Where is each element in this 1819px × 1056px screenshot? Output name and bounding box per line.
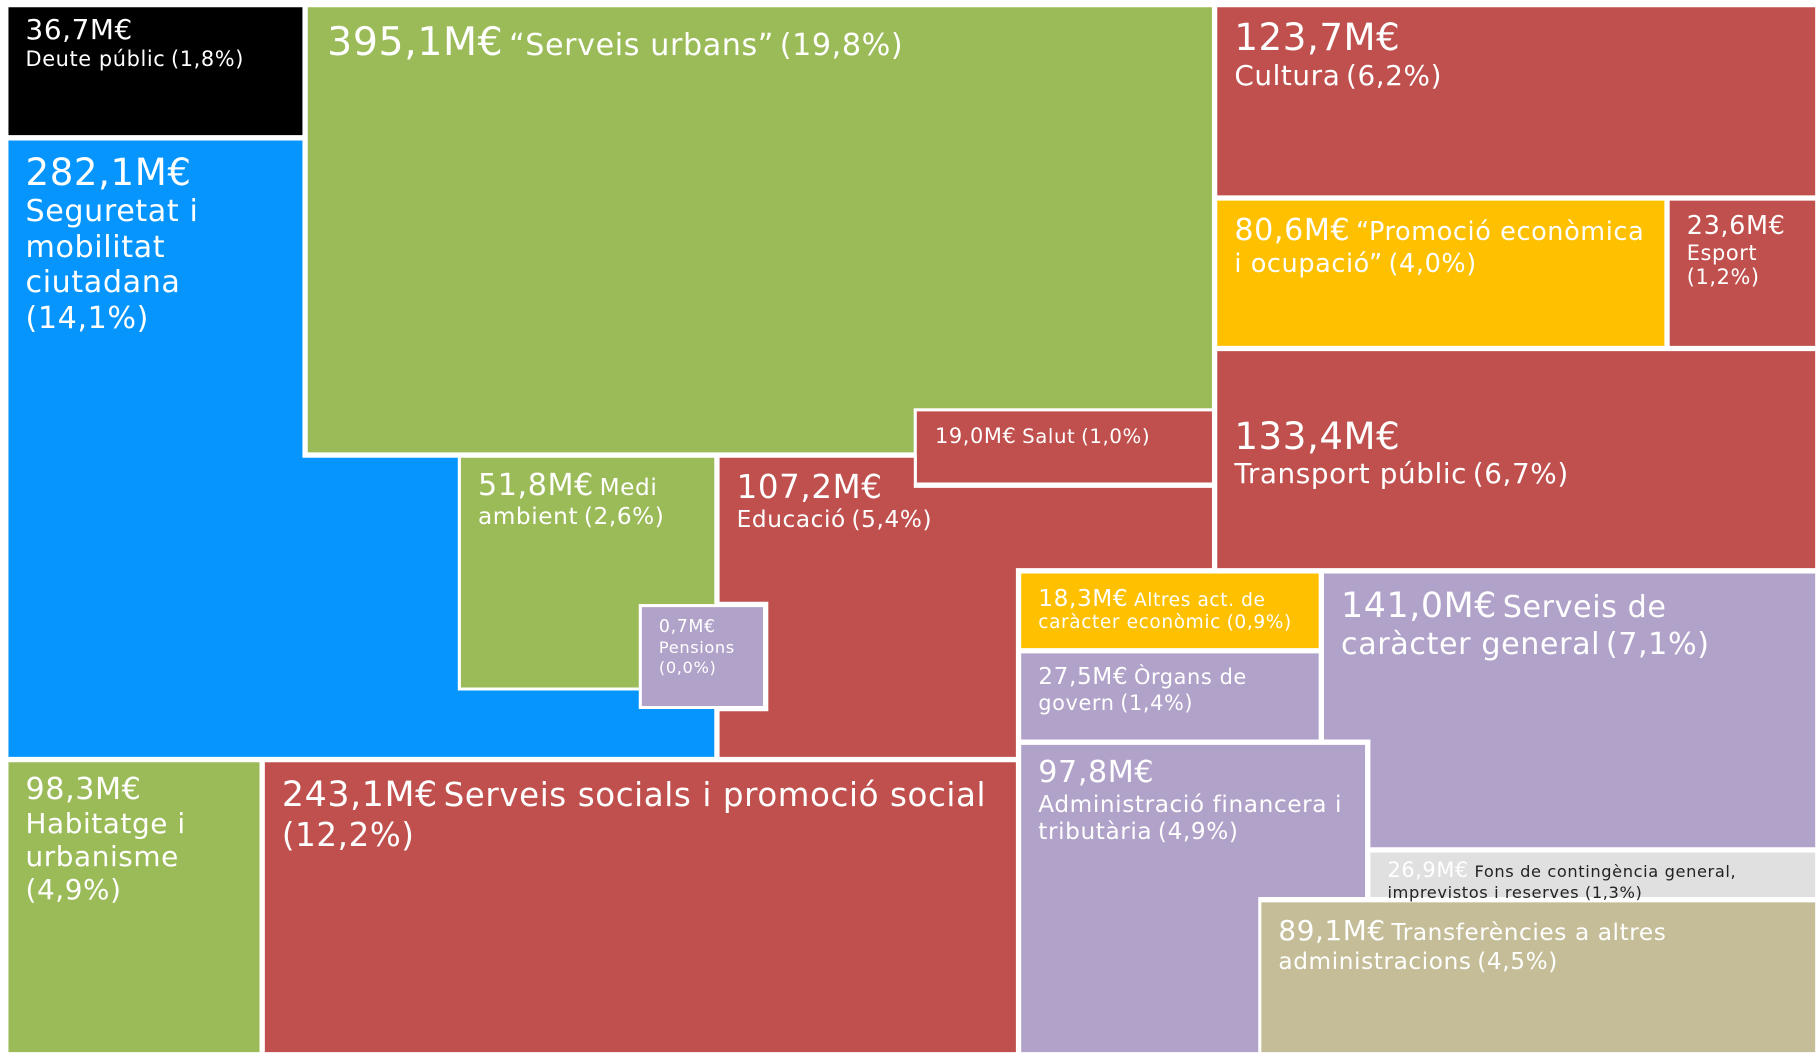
tile-label: 395,1M€ “Serveis urbans” (19,8%) bbox=[327, 19, 1162, 66]
value-label: 19,0M€ bbox=[935, 423, 1017, 448]
value-label: 141,0M€ bbox=[1341, 585, 1498, 626]
value-label: 27,5M€ bbox=[1038, 663, 1129, 691]
category-name: Altres act. de caràcter econòmic bbox=[1038, 589, 1266, 634]
category-name: Deute públic bbox=[25, 46, 166, 71]
share-label: (14,1%) bbox=[25, 301, 150, 337]
tile-label: 23,6M€ Esport (1,2%) bbox=[1687, 211, 1815, 290]
category-name: Salut bbox=[1022, 424, 1076, 448]
tile-label: 141,0M€ Serveis de caràcter general (7,1… bbox=[1341, 586, 1805, 663]
share-label: (0,0%) bbox=[658, 657, 717, 677]
share-label: (12,2%) bbox=[281, 815, 415, 854]
value-label: 282,1M€ bbox=[25, 150, 192, 194]
tile bbox=[1018, 741, 1369, 1056]
tile-label: 123,7M€ Cultura (6,2%) bbox=[1234, 16, 1791, 93]
tile-label: 27,5M€ Òrgans de govern (1,4%) bbox=[1038, 663, 1316, 715]
tile bbox=[1018, 570, 1322, 652]
tile bbox=[716, 454, 1215, 760]
tile-label: 51,8M€ Medi ambient (2,6%) bbox=[478, 468, 710, 531]
category-name: Esport bbox=[1686, 240, 1758, 265]
tile-label: 89,1M€ Transferències a altres administr… bbox=[1278, 913, 1812, 975]
share-label: (5,4%) bbox=[851, 506, 933, 534]
category-name: Cultura bbox=[1234, 59, 1341, 92]
category-name: Òrgans de govern bbox=[1038, 665, 1247, 715]
tile bbox=[5, 759, 263, 1056]
value-label: 107,2M€ bbox=[736, 467, 883, 506]
tile-label: 36,7M€ Deute públic (1,8%) bbox=[25, 12, 293, 71]
share-label: (1,3%) bbox=[1584, 882, 1643, 902]
category-name: Fons de contingència general, imprevisto… bbox=[1387, 862, 1737, 902]
value-label: 89,1M€ bbox=[1278, 913, 1386, 947]
value-label: 26,9M€ bbox=[1387, 858, 1469, 882]
category-name: Medi ambient bbox=[477, 473, 658, 531]
value-label: 36,7M€ bbox=[25, 12, 133, 46]
tile bbox=[638, 604, 766, 709]
share-label: (6,2%) bbox=[1346, 59, 1443, 92]
value-label: 23,6M€ bbox=[1686, 210, 1786, 241]
share-label: (4,0%) bbox=[1388, 248, 1477, 279]
category-name: Serveis de caràcter general bbox=[1341, 589, 1667, 662]
value-label: 98,3M€ bbox=[25, 772, 142, 808]
tile-label: 80,6M€ “Promoció econòmica i ocupació” (… bbox=[1234, 213, 1652, 279]
value-label: 395,1M€ bbox=[327, 18, 504, 65]
tile-label: 133,4M€ Transport públic (6,7%) bbox=[1234, 415, 1791, 492]
category-name: Serveis socials i promoció social bbox=[443, 775, 987, 814]
tile bbox=[1367, 849, 1819, 901]
share-label: (4,9%) bbox=[25, 872, 122, 906]
tile bbox=[261, 759, 1019, 1056]
tile-label: 243,1M€ Serveis socials i promoció socia… bbox=[282, 775, 1001, 854]
category-name: Transport públic bbox=[1234, 457, 1468, 491]
category-name: Transferències a altres administracions bbox=[1278, 918, 1667, 975]
share-label: (0,9%) bbox=[1226, 612, 1292, 634]
tile bbox=[1018, 650, 1322, 743]
tile bbox=[5, 4, 306, 139]
tile-label: 26,9M€ Fons de contingència general, imp… bbox=[1387, 858, 1805, 903]
tile-label: 98,3M€ Habitatge i urbanisme (4,9%) bbox=[26, 772, 258, 906]
category-name: Educació bbox=[736, 506, 846, 534]
category-name: Habitatge i urbanisme bbox=[25, 806, 186, 873]
tile bbox=[1666, 197, 1819, 349]
category-name: Administració financera i tributària bbox=[1038, 790, 1343, 845]
tile-label: 19,0M€ Salut (1,0%) bbox=[935, 424, 1213, 449]
tile bbox=[1214, 348, 1819, 572]
tile bbox=[1320, 570, 1819, 851]
tile bbox=[304, 4, 1215, 456]
tile-label: 97,8M€ Administració financera i tributàr… bbox=[1038, 755, 1363, 845]
tile bbox=[1214, 4, 1819, 199]
value-label: 18,3M€ bbox=[1038, 584, 1129, 612]
share-label: (19,8%) bbox=[779, 27, 904, 63]
share-label: (6,7%) bbox=[1472, 457, 1569, 491]
share-label: (1,2%) bbox=[1686, 265, 1760, 290]
category-name: “Serveis urbans” bbox=[509, 27, 775, 63]
tile-label: 107,2M€ Educació (5,4%) bbox=[737, 468, 1015, 534]
value-label: 243,1M€ bbox=[281, 774, 438, 815]
share-label: (2,6%) bbox=[583, 503, 665, 531]
share-label: (1,0%) bbox=[1081, 424, 1151, 448]
category-name: “Promoció econòmica i ocupació” bbox=[1234, 217, 1645, 279]
value-label: 123,7M€ bbox=[1234, 16, 1401, 60]
share-label: (1,8%) bbox=[171, 46, 244, 71]
value-label: 80,6M€ bbox=[1234, 213, 1351, 249]
tile-label: 18,3M€ Altres act. de caràcter econòmic … bbox=[1038, 585, 1316, 634]
share-label: (4,5%) bbox=[1477, 947, 1558, 975]
value-label: 97,8M€ bbox=[1038, 754, 1155, 790]
tile-label: 282,1M€ Seguretat i mobilitat ciutadana (… bbox=[26, 151, 293, 337]
value-label: 51,8M€ bbox=[477, 467, 594, 503]
share-label: (4,9%) bbox=[1157, 817, 1239, 845]
category-name: Pensions bbox=[658, 637, 735, 657]
tile bbox=[1258, 899, 1819, 1056]
value-label: 0,7M€ bbox=[658, 617, 716, 638]
share-label: (7,1%) bbox=[1605, 626, 1710, 662]
category-name: Seguretat i mobilitat ciutadana bbox=[25, 194, 199, 301]
value-label: 133,4M€ bbox=[1234, 414, 1401, 458]
tile-label: 0,7M€ Pensions (0,0%) bbox=[659, 617, 763, 677]
tile bbox=[1214, 197, 1668, 349]
share-label: (1,4%) bbox=[1120, 690, 1194, 715]
